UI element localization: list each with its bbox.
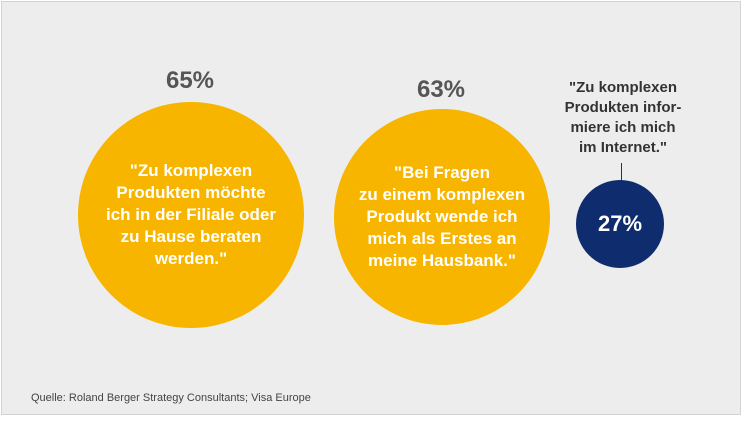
- value-label-3: 27%: [597, 211, 643, 236]
- bubble-2-quote: "Bei Fragen zu einem komplexen Produkt w…: [358, 163, 526, 270]
- value-label-2: 63%: [416, 76, 466, 103]
- bubble-1-quote: "Zu komplexen Produkten möchte ich in de…: [105, 161, 277, 268]
- bubble-2: "Bei Fragen zu einem komplexen Produkt w…: [334, 109, 550, 325]
- bubble-1: "Zu komplexen Produkten möchte ich in de…: [78, 102, 304, 328]
- connector-line: [621, 163, 622, 183]
- value-label-1: 65%: [165, 67, 215, 94]
- bubble-3: 27%: [576, 180, 664, 268]
- source-note: Quelle: Roland Berger Strategy Consultan…: [31, 392, 311, 404]
- bubble-3-quote: "Zu komplexen Produkten infor- miere ich…: [564, 79, 682, 156]
